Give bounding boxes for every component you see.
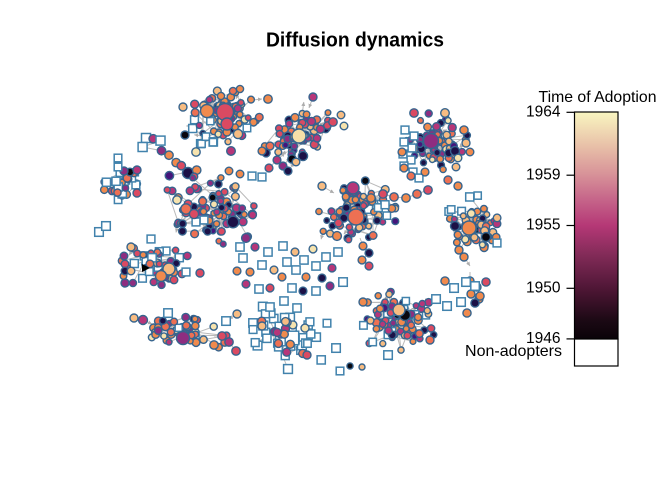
svg-text:1959: 1959 [526, 166, 560, 183]
svg-text:Non-adopters: Non-adopters [465, 343, 562, 360]
svg-text:Diffusion dynamics: Diffusion dynamics [266, 30, 444, 52]
svg-text:1955: 1955 [526, 217, 560, 234]
svg-text:1950: 1950 [526, 280, 561, 297]
svg-text:1964: 1964 [526, 104, 561, 121]
